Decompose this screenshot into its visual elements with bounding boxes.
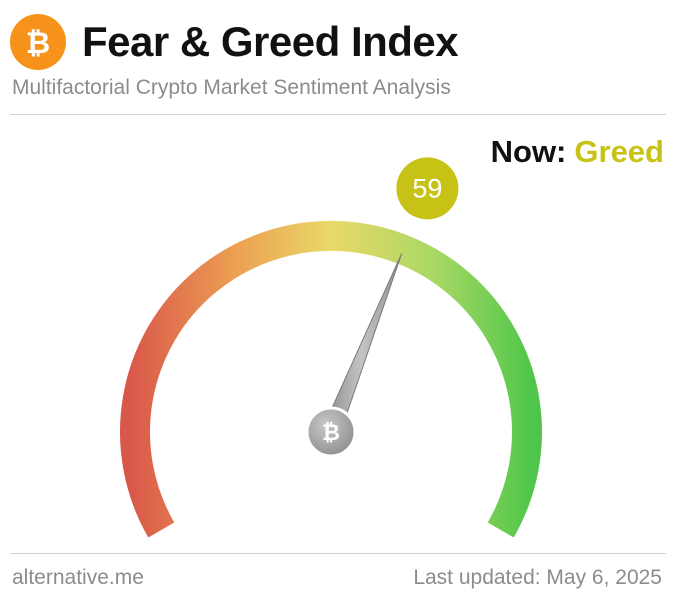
source-link[interactable]: alternative.me bbox=[12, 566, 144, 589]
last-updated: Last updated: May 6, 2025 bbox=[413, 566, 662, 589]
current-status: Now: Greed bbox=[491, 134, 664, 170]
hub-symbol: ₿ bbox=[322, 421, 340, 446]
status-label: Now: bbox=[490, 134, 567, 169]
value-label: 59 bbox=[412, 173, 442, 203]
header: ₿ Fear & Greed Index bbox=[10, 14, 459, 70]
status-classification: Greed bbox=[574, 134, 664, 169]
gauge-arc bbox=[120, 221, 542, 538]
footer-divider bbox=[10, 553, 666, 554]
logo-symbol: ₿ bbox=[26, 26, 50, 61]
value-badge: 59 bbox=[396, 157, 459, 220]
gauge-hub-bitcoin-icon: ₿ bbox=[305, 406, 357, 458]
page-subtitle: Multifactorial Crypto Market Sentiment A… bbox=[12, 76, 451, 99]
header-divider bbox=[10, 114, 666, 115]
bitcoin-logo-icon: ₿ bbox=[10, 14, 66, 70]
page-title: Fear & Greed Index bbox=[82, 18, 459, 65]
